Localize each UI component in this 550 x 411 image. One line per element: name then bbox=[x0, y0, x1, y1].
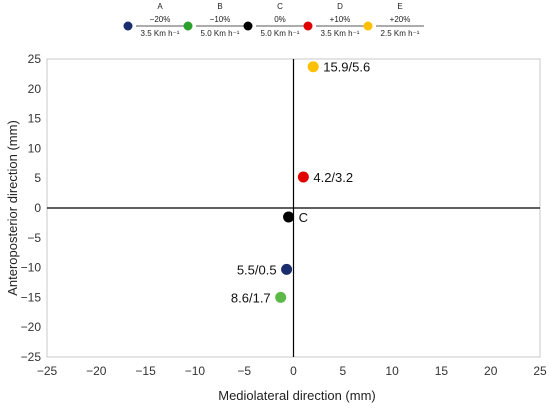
data-label-a: 5.5/0.5 bbox=[237, 262, 277, 277]
legend-bottom-text: 3.5 Km h⁻¹ bbox=[141, 29, 180, 38]
legend-marker bbox=[183, 21, 193, 31]
legend: A −20% 3.5 Km h⁻¹ B −10% 5.0 Km h⁻¹ C 0% 5.0 Km … bbox=[123, 2, 424, 38]
x-tick-label: 15 bbox=[435, 364, 449, 378]
legend-top-text: +10% bbox=[330, 15, 351, 24]
y-tick-label: 20 bbox=[28, 82, 42, 96]
legend-letter: A bbox=[157, 2, 163, 11]
x-axis-title: Mediolateral direction (mm) bbox=[218, 388, 376, 403]
y-tick-label: −10 bbox=[21, 261, 42, 275]
y-tick-label: −5 bbox=[27, 231, 41, 245]
legend-letter: D bbox=[337, 2, 343, 11]
x-tick-label: 20 bbox=[484, 364, 498, 378]
data-point-b bbox=[275, 291, 287, 303]
data-point-d bbox=[297, 171, 309, 183]
legend-letter: C bbox=[277, 2, 283, 11]
legend-bottom-text: 5.0 Km h⁻¹ bbox=[261, 29, 300, 38]
legend-item-c: C 0% 5.0 Km h⁻¹ bbox=[243, 2, 304, 38]
data-label-e: 15.9/5.6 bbox=[323, 60, 370, 75]
y-tick-label: 10 bbox=[28, 141, 42, 155]
legend-top-text: −20% bbox=[150, 15, 171, 24]
data-points: 5.5/0.5 8.6/1.7 C 4.2/3.2 15.9/5.6 bbox=[231, 60, 370, 306]
x-tick-label: 25 bbox=[533, 364, 547, 378]
y-tick-label: 15 bbox=[28, 112, 42, 126]
x-tick-label: 10 bbox=[385, 364, 399, 378]
legend-item-b: B −10% 5.0 Km h⁻¹ bbox=[183, 2, 244, 38]
data-point-a bbox=[281, 263, 293, 275]
legend-item-a: A −20% 3.5 Km h⁻¹ bbox=[123, 2, 184, 38]
y-tick-label: 25 bbox=[28, 52, 42, 66]
legend-top-text: −10% bbox=[210, 15, 231, 24]
data-point-c bbox=[283, 211, 295, 223]
y-tick-label: −20 bbox=[21, 320, 42, 334]
y-tick-label: −25 bbox=[21, 350, 42, 364]
legend-marker bbox=[243, 21, 253, 31]
y-tick-label: 5 bbox=[34, 171, 41, 185]
data-label-c: C bbox=[299, 210, 308, 225]
x-tick-label: −5 bbox=[237, 364, 251, 378]
x-tick-label: −15 bbox=[135, 364, 156, 378]
legend-bottom-text: 3.5 Km h⁻¹ bbox=[321, 29, 360, 38]
x-tick-label: −20 bbox=[86, 364, 107, 378]
x-tick-label: −25 bbox=[37, 364, 58, 378]
data-label-b: 8.6/1.7 bbox=[231, 290, 271, 305]
legend-marker bbox=[303, 21, 313, 31]
legend-item-e: E +20% 2.5 Km h⁻¹ bbox=[363, 2, 424, 38]
x-tick-label: −10 bbox=[185, 364, 206, 378]
axes: −25 −20 −15 −10 −5 0 5 10 15 20 25 −25 −20 −15 −10 −5 0 5… bbox=[21, 52, 547, 378]
data-point-e bbox=[307, 61, 319, 73]
x-tick-label: 0 bbox=[290, 364, 297, 378]
legend-top-text: +20% bbox=[390, 15, 411, 24]
legend-letter: E bbox=[397, 2, 402, 11]
legend-bottom-text: 2.5 Km h⁻¹ bbox=[381, 29, 420, 38]
legend-top-text: 0% bbox=[274, 15, 286, 24]
y-axis-title: Anteroposterior direction (mm) bbox=[5, 120, 20, 296]
legend-item-d: D +10% 3.5 Km h⁻¹ bbox=[303, 2, 364, 38]
y-tick-label: 0 bbox=[34, 201, 41, 215]
y-tick-label: −15 bbox=[21, 290, 42, 304]
legend-marker bbox=[363, 21, 373, 31]
x-tick-label: 5 bbox=[339, 364, 346, 378]
data-label-d: 4.2/3.2 bbox=[313, 170, 353, 185]
legend-marker bbox=[123, 21, 133, 31]
legend-letter: B bbox=[217, 2, 222, 11]
legend-bottom-text: 5.0 Km h⁻¹ bbox=[201, 29, 240, 38]
